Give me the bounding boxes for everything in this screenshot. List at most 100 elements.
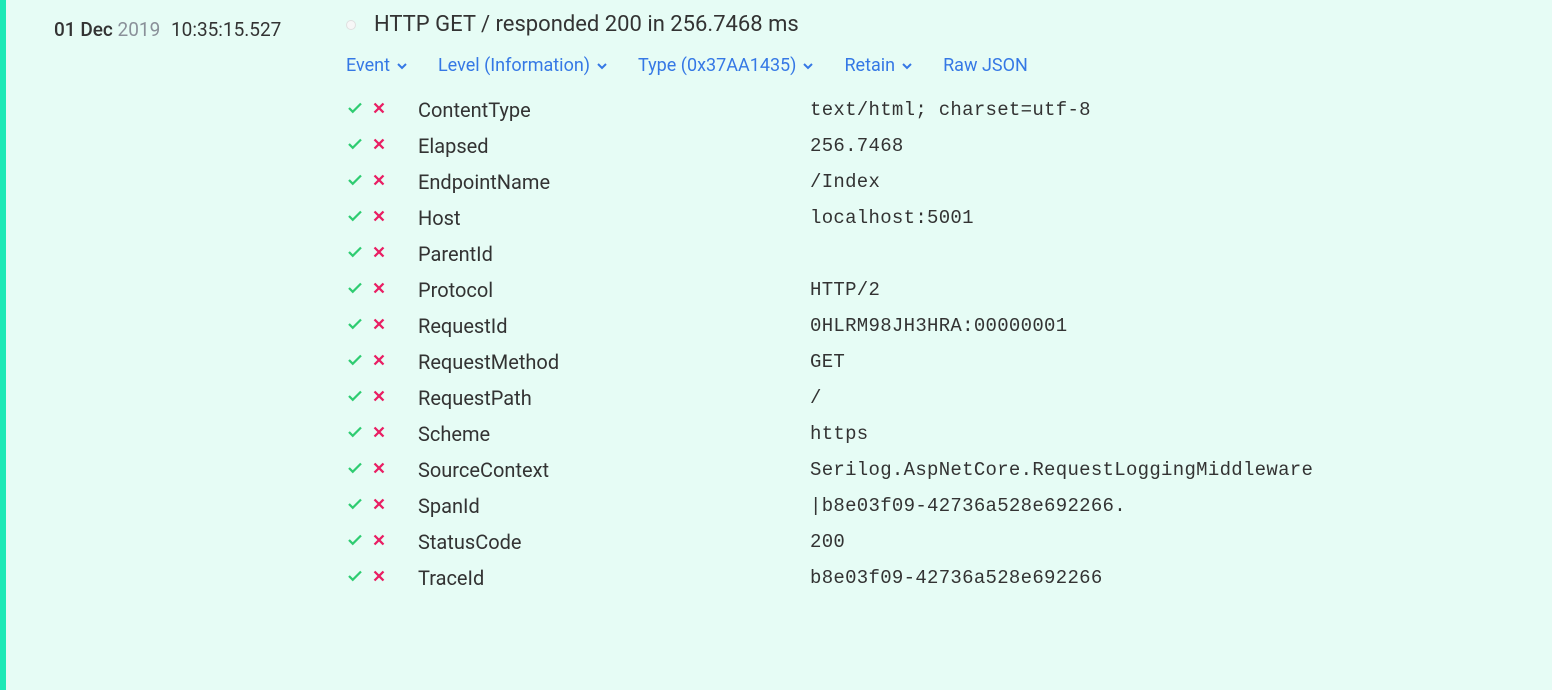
property-value[interactable]: HTTP/2 xyxy=(810,279,880,301)
property-filter-actions xyxy=(346,531,418,554)
chevron-down-icon xyxy=(594,55,610,76)
level-dropdown[interactable]: Level (Information) xyxy=(438,55,610,76)
property-filter-actions xyxy=(346,567,418,590)
property-row: ContentTypetext/html; charset=utf-8 xyxy=(346,98,1532,122)
check-icon[interactable] xyxy=(346,495,364,518)
property-filter-actions xyxy=(346,459,418,482)
x-icon[interactable] xyxy=(370,279,388,302)
property-name[interactable]: TraceId xyxy=(418,566,810,590)
property-name[interactable]: RequestId xyxy=(418,314,810,338)
property-name[interactable]: Host xyxy=(418,206,810,230)
property-name[interactable]: SpanId xyxy=(418,494,810,518)
property-row: SourceContextSerilog.AspNetCore.RequestL… xyxy=(346,458,1532,482)
event-dropdown[interactable]: Event xyxy=(346,55,410,76)
timestamp-date: 01 Dec xyxy=(54,18,113,41)
type-label: Type (0x37AA1435) xyxy=(638,55,796,76)
property-filter-actions xyxy=(346,279,418,302)
level-label: Level (Information) xyxy=(438,55,590,76)
property-value[interactable]: https xyxy=(810,423,869,445)
property-name[interactable]: SourceContext xyxy=(418,458,810,482)
property-value[interactable]: 0HLRM98JH3HRA:00000001 xyxy=(810,315,1067,337)
raw-json-label: Raw JSON xyxy=(943,55,1028,76)
chevron-down-icon xyxy=(394,55,410,76)
log-content: HTTP GET / responded 200 in 256.7468 ms … xyxy=(346,12,1552,672)
property-filter-actions xyxy=(346,171,418,194)
x-icon[interactable] xyxy=(370,243,388,266)
property-value[interactable]: 256.7468 xyxy=(810,135,904,157)
property-filter-actions xyxy=(346,351,418,374)
property-name[interactable]: StatusCode xyxy=(418,530,810,554)
property-row: EndpointName/Index xyxy=(346,170,1532,194)
x-icon[interactable] xyxy=(370,495,388,518)
check-icon[interactable] xyxy=(346,171,364,194)
check-icon[interactable] xyxy=(346,315,364,338)
chevron-down-icon xyxy=(800,55,816,76)
level-indicator-icon xyxy=(346,20,356,30)
x-icon[interactable] xyxy=(370,135,388,158)
check-icon[interactable] xyxy=(346,387,364,410)
property-value[interactable]: GET xyxy=(810,351,845,373)
retain-dropdown[interactable]: Retain xyxy=(844,55,915,76)
property-row: Hostlocalhost:5001 xyxy=(346,206,1532,230)
property-row: Elapsed256.7468 xyxy=(346,134,1532,158)
property-name[interactable]: EndpointName xyxy=(418,170,810,194)
raw-json-link[interactable]: Raw JSON xyxy=(943,55,1028,76)
check-icon[interactable] xyxy=(346,243,364,266)
check-icon[interactable] xyxy=(346,531,364,554)
log-message-row[interactable]: HTTP GET / responded 200 in 256.7468 ms xyxy=(346,12,1532,37)
property-name[interactable]: Scheme xyxy=(418,422,810,446)
x-icon[interactable] xyxy=(370,567,388,590)
property-name[interactable]: Protocol xyxy=(418,278,810,302)
property-name[interactable]: ContentType xyxy=(418,98,810,122)
check-icon[interactable] xyxy=(346,279,364,302)
check-icon[interactable] xyxy=(346,423,364,446)
property-value[interactable]: |b8e03f09-42736a528e692266. xyxy=(810,495,1126,517)
check-icon[interactable] xyxy=(346,459,364,482)
property-name[interactable]: Elapsed xyxy=(418,134,810,158)
log-entry: 01 Dec 2019 10:35:15.527 HTTP GET / resp… xyxy=(0,0,1552,690)
check-icon[interactable] xyxy=(346,351,364,374)
property-value[interactable]: /Index xyxy=(810,171,880,193)
x-icon[interactable] xyxy=(370,99,388,122)
x-icon[interactable] xyxy=(370,459,388,482)
timestamp-time: 10:35:15.527 xyxy=(171,18,281,41)
property-row: Schemehttps xyxy=(346,422,1532,446)
property-filter-actions xyxy=(346,99,418,122)
x-icon[interactable] xyxy=(370,207,388,230)
type-dropdown[interactable]: Type (0x37AA1435) xyxy=(638,55,816,76)
log-actions: Event Level (Information) Type (0x37AA14… xyxy=(346,55,1532,76)
log-message: HTTP GET / responded 200 in 256.7468 ms xyxy=(374,12,799,37)
property-value[interactable]: 200 xyxy=(810,531,845,553)
retain-label: Retain xyxy=(844,55,895,76)
property-value[interactable]: Serilog.AspNetCore.RequestLoggingMiddlew… xyxy=(810,459,1313,481)
x-icon[interactable] xyxy=(370,423,388,446)
check-icon[interactable] xyxy=(346,99,364,122)
event-label: Event xyxy=(346,55,390,76)
property-name[interactable]: ParentId xyxy=(418,242,810,266)
property-row: RequestPath/ xyxy=(346,386,1532,410)
property-value[interactable]: text/html; charset=utf-8 xyxy=(810,99,1091,121)
property-row: StatusCode200 xyxy=(346,530,1532,554)
property-row: TraceIdb8e03f09-42736a528e692266 xyxy=(346,566,1532,590)
property-filter-actions xyxy=(346,387,418,410)
property-filter-actions xyxy=(346,243,418,266)
check-icon[interactable] xyxy=(346,207,364,230)
x-icon[interactable] xyxy=(370,171,388,194)
property-value[interactable]: localhost:5001 xyxy=(810,207,974,229)
property-filter-actions xyxy=(346,495,418,518)
property-row: ParentId xyxy=(346,242,1532,266)
check-icon[interactable] xyxy=(346,135,364,158)
x-icon[interactable] xyxy=(370,315,388,338)
property-value[interactable]: / xyxy=(810,387,822,409)
check-icon[interactable] xyxy=(346,567,364,590)
property-row: ProtocolHTTP/2 xyxy=(346,278,1532,302)
x-icon[interactable] xyxy=(370,351,388,374)
property-row: SpanId|b8e03f09-42736a528e692266. xyxy=(346,494,1532,518)
property-name[interactable]: RequestMethod xyxy=(418,350,810,374)
properties-list: ContentTypetext/html; charset=utf-8Elaps… xyxy=(346,98,1532,590)
property-name[interactable]: RequestPath xyxy=(418,386,810,410)
chevron-down-icon xyxy=(899,55,915,76)
property-value[interactable]: b8e03f09-42736a528e692266 xyxy=(810,567,1103,589)
x-icon[interactable] xyxy=(370,531,388,554)
x-icon[interactable] xyxy=(370,387,388,410)
